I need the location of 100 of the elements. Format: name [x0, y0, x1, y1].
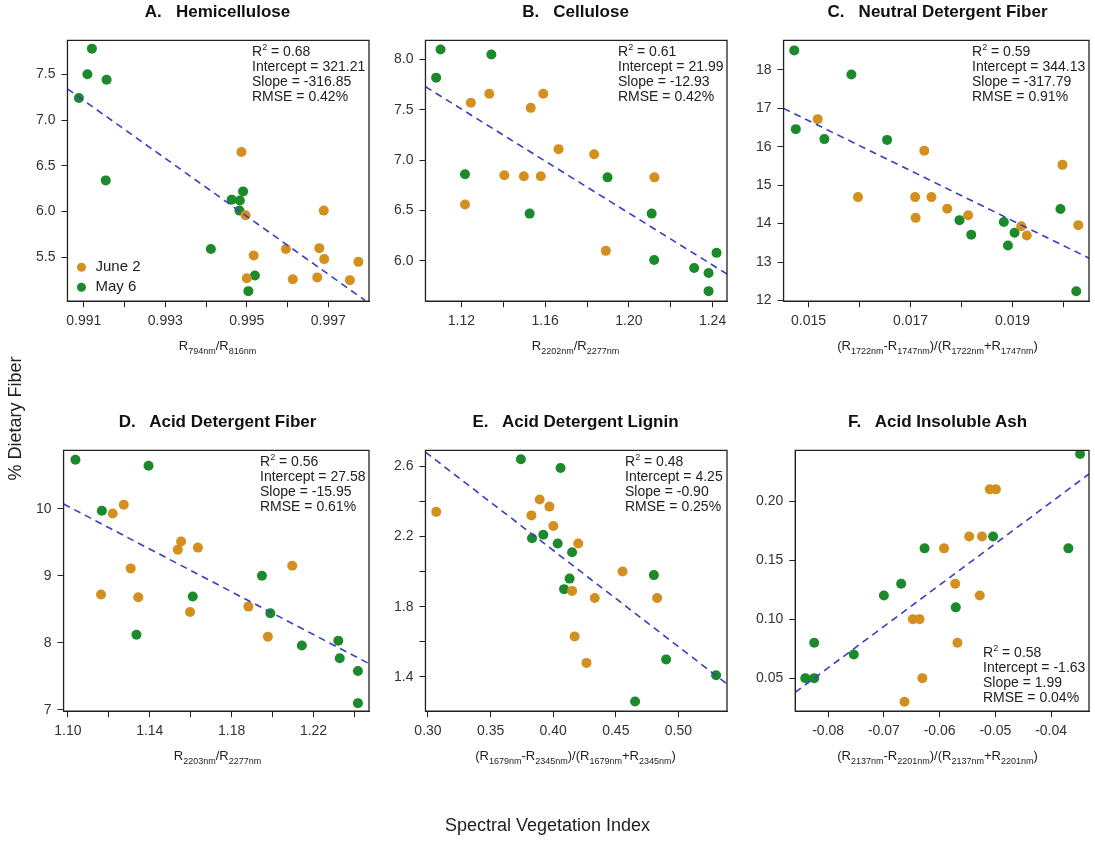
x-tick-label: 0.997 — [310, 312, 346, 329]
x-tick-label: 1.18 — [218, 722, 246, 739]
point — [353, 256, 364, 267]
point — [790, 124, 801, 135]
annotation: RMSE = 0.25% — [625, 498, 723, 515]
point — [544, 501, 555, 512]
point — [535, 171, 546, 182]
point — [954, 215, 965, 226]
point — [518, 171, 529, 182]
y-tick-label: 9 — [43, 566, 52, 583]
point — [318, 205, 329, 216]
point — [809, 637, 820, 648]
y-tick-label: 7 — [43, 700, 52, 717]
y-tick-label: 8.0 — [393, 50, 414, 67]
point — [125, 563, 136, 574]
point — [812, 114, 823, 125]
x-tick-label: 1.12 — [447, 312, 476, 329]
point — [600, 245, 611, 256]
point — [241, 273, 252, 284]
point — [648, 570, 659, 581]
annotation: R$^{2}$ = 0.58 — [983, 643, 1043, 661]
x-axis-title: R$_{2202nm}$/R$_{2277nm}$ — [530, 338, 621, 356]
y-tick-label: 14 — [755, 214, 772, 231]
annotation: Slope = -316.85 — [252, 73, 353, 90]
point — [569, 631, 580, 642]
point — [185, 606, 196, 617]
point — [552, 538, 563, 549]
x-tick-label: 1.16 — [531, 312, 559, 329]
y-tick-label: 6.0 — [393, 251, 414, 268]
x-axis-title: R$_{794nm}$/R$_{816nm}$ — [177, 338, 258, 356]
point — [435, 44, 446, 55]
point — [515, 454, 526, 465]
point — [96, 505, 107, 516]
point — [917, 673, 928, 684]
y-tick-label: 1.4 — [393, 667, 414, 684]
y-tick-label: 1.8 — [393, 597, 414, 614]
text: (R$_{2137nm}$-R$_{2201nm}$)/(R$_{2137nm}$+R$_{2201nm}$) — [837, 748, 1038, 766]
point — [950, 578, 961, 589]
y-tick-label: 7.0 — [35, 110, 56, 127]
annotation: Intercept = 4.25 — [625, 468, 723, 485]
point — [1055, 204, 1066, 215]
point — [107, 508, 118, 519]
legend-label: June 2 — [95, 257, 141, 275]
y-tick-label: 7.5 — [393, 100, 414, 117]
x-tick-label: 0.35 — [476, 722, 505, 739]
annotation: RMSE = 0.04% — [983, 689, 1081, 706]
point — [559, 584, 570, 595]
y-tick-label: 0.10 — [756, 610, 784, 627]
point — [919, 543, 930, 554]
point — [988, 531, 999, 542]
y-tick-label: 12 — [755, 291, 772, 308]
point — [133, 592, 144, 603]
text: (R$_{1679nm}$-R$_{2345nm}$)/(R$_{1679nm}$+R$_{2345nm}$) — [475, 748, 676, 766]
point — [256, 570, 267, 581]
point — [431, 72, 442, 83]
point — [581, 657, 592, 668]
x-tick-label: 1.14 — [136, 722, 164, 739]
x-tick-label: 1.22 — [299, 722, 328, 739]
point — [1073, 220, 1084, 231]
y-tick-label: 15 — [755, 176, 772, 193]
point — [248, 250, 259, 261]
point — [1063, 543, 1074, 554]
point — [96, 589, 107, 600]
point — [187, 591, 198, 602]
annotation: Slope = -12.93 — [618, 73, 711, 90]
point — [314, 243, 325, 254]
point — [896, 578, 907, 589]
y-tick-label: 16 — [755, 137, 772, 154]
point — [70, 454, 81, 465]
point — [333, 635, 344, 646]
annotation: Slope = -15.95 — [260, 483, 353, 500]
point — [555, 462, 566, 473]
annotation: Intercept = 344.13 — [972, 58, 1086, 75]
point — [848, 649, 859, 660]
x-tick-label: 1.24 — [698, 312, 727, 329]
x-tick-label: 0.015 — [791, 312, 827, 329]
point — [143, 460, 154, 471]
x-axis-title: R$_{2203nm}$/R$_{2277nm}$ — [172, 748, 263, 766]
x-tick-label: 0.40 — [539, 722, 568, 739]
annotation: R$^{2}$ = 0.56 — [260, 452, 320, 470]
x-tick-label: 1.10 — [54, 722, 82, 739]
y-tick-label: 7.5 — [35, 65, 56, 82]
point — [234, 195, 245, 206]
point — [649, 172, 660, 183]
point — [499, 170, 510, 181]
y-tick-label: 0.15 — [756, 551, 784, 568]
x-tick-label: -0.06 — [923, 722, 956, 739]
point — [649, 254, 660, 265]
point — [974, 590, 985, 601]
point — [287, 560, 298, 571]
y-tick-label: 6.5 — [393, 201, 414, 218]
point — [689, 262, 700, 273]
point — [950, 602, 961, 613]
annotation: Intercept = 21.99 — [618, 58, 724, 75]
annotation: Intercept = 27.58 — [260, 468, 366, 485]
point — [910, 212, 921, 223]
point — [312, 272, 323, 283]
annotation: R$^{2}$ = 0.48 — [625, 452, 685, 470]
point — [525, 102, 536, 113]
point — [602, 172, 613, 183]
